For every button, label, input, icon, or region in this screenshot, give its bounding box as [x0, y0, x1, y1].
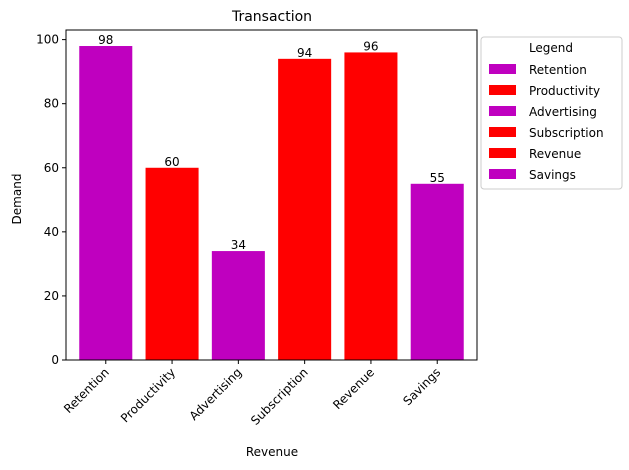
x-axis-ticks: Retention Productivity Advertising Subscrip…	[61, 360, 443, 428]
bar-savings	[410, 183, 464, 360]
bar-revenue	[344, 52, 398, 360]
data-label-advertising: 34	[231, 238, 246, 252]
bar-subscription	[278, 58, 332, 360]
plot-area-frame	[65, 29, 478, 361]
legend-title: Legend	[529, 41, 573, 55]
legend-label-productivity: Productivity	[529, 84, 600, 98]
legend-swatch-advertising	[489, 106, 516, 116]
legend-swatch-savings	[489, 169, 516, 179]
y-tick-label: 20	[44, 289, 59, 303]
legend-label-retention: Retention	[529, 63, 587, 77]
x-axis-label: Revenue	[246, 445, 298, 459]
legend-swatch-retention	[489, 64, 516, 74]
bar-retention	[79, 46, 133, 361]
data-label-productivity: 60	[164, 155, 179, 169]
y-tick-label: 0	[51, 353, 59, 367]
data-label-savings: 55	[430, 171, 445, 185]
y-tick-label: 100	[36, 33, 59, 47]
legend-box	[480, 36, 623, 190]
legend: Legend Retention Productivity Advertising S…	[480, 36, 623, 190]
y-tick-label: 60	[44, 161, 59, 175]
y-axis-ticks: 0 20 40 60 80 100	[36, 33, 66, 367]
legend-label-subscription: Subscription	[529, 126, 604, 140]
x-tick-label-productivity: Productivity	[118, 365, 178, 425]
bar-advertising	[211, 251, 265, 360]
data-label-retention: 98	[98, 33, 113, 47]
data-label-subscription: 94	[297, 46, 312, 60]
legend-entries: Retention Productivity Advertising Subscrip…	[489, 63, 604, 182]
x-tick-label-retention: Retention	[61, 365, 112, 416]
legend-label-advertising: Advertising	[529, 105, 597, 119]
x-tick-label-revenue: Revenue	[330, 365, 377, 412]
y-axis-label: Demand	[10, 174, 24, 225]
legend-swatch-revenue	[489, 148, 516, 158]
legend-swatch-subscription	[489, 127, 516, 137]
chart-title: Transaction	[231, 9, 312, 25]
legend-label-savings: Savings	[529, 168, 576, 182]
x-tick-label-advertising: Advertising	[187, 365, 245, 423]
x-tick-label-savings: Savings	[400, 365, 443, 408]
x-tick-label-subscription: Subscription	[248, 365, 311, 428]
legend-swatch-productivity	[489, 85, 516, 95]
data-label-revenue: 96	[363, 39, 378, 53]
bars-layer: 98 60 34 94 96 55	[79, 33, 464, 361]
bar-productivity	[145, 167, 199, 360]
legend-label-revenue: Revenue	[529, 147, 581, 161]
y-tick-label: 80	[44, 97, 59, 111]
y-tick-label: 40	[44, 225, 59, 239]
